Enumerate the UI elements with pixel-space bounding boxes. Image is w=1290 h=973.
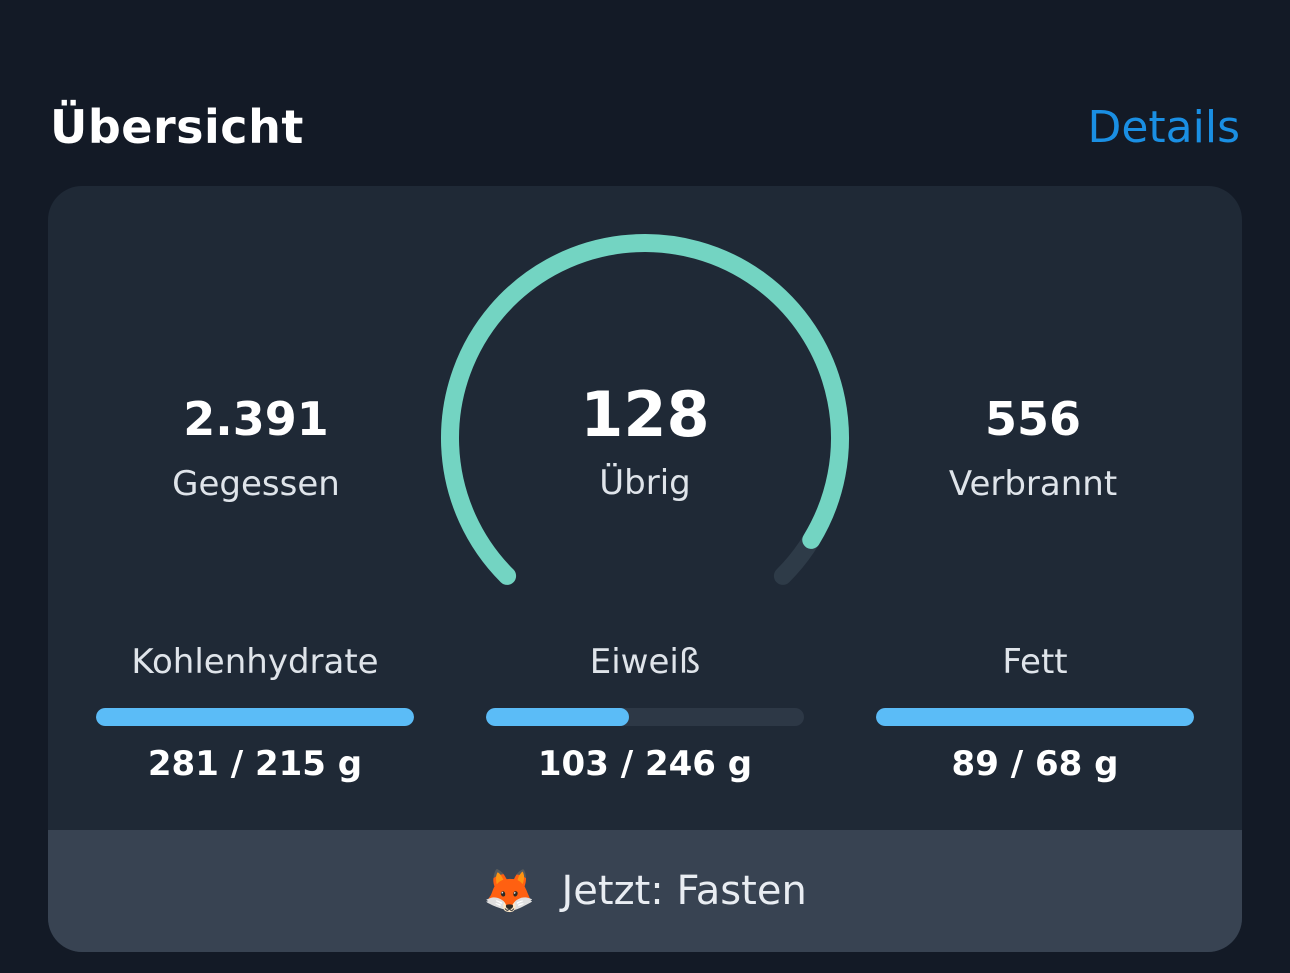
eaten-value: 2.391 — [183, 392, 329, 446]
macro-progress-bar — [486, 708, 804, 726]
section-title: Übersicht — [50, 100, 304, 154]
fasting-status-bar[interactable]: 🦊 Jetzt: Fasten — [48, 830, 1242, 952]
macro-carbs: Kohlenhydrate 281 / 215 g — [96, 642, 414, 784]
macro-progress-fill — [96, 708, 414, 726]
burned-stat: 556 Verbrannt — [873, 392, 1193, 504]
macro-label: Fett — [1002, 642, 1068, 682]
macro-fat: Fett 89 / 68 g — [876, 642, 1194, 784]
fox-icon: 🦊 — [483, 866, 536, 915]
calorie-gauge — [441, 234, 849, 585]
burned-value: 556 — [984, 392, 1082, 446]
remaining-value: 128 — [580, 378, 710, 451]
macro-label: Kohlenhydrate — [131, 642, 379, 682]
overview-card[interactable]: 2.391 Gegessen 128 Übrig 556 Verbrannt K… — [48, 186, 1242, 952]
details-link[interactable]: Details — [1087, 102, 1240, 153]
macro-label: Eiweiß — [589, 642, 701, 682]
eaten-label: Gegessen — [172, 464, 340, 504]
macro-progress-bar — [876, 708, 1194, 726]
macro-progress-bar — [96, 708, 414, 726]
gauge-fill — [441, 234, 849, 585]
macro-progress-fill — [876, 708, 1194, 726]
macro-protein: Eiweiß 103 / 246 g — [486, 642, 804, 784]
remaining-stat: 128 Übrig — [485, 378, 805, 503]
fasting-status-text: Jetzt: Fasten — [561, 868, 807, 914]
macro-value: 103 / 246 g — [537, 744, 753, 784]
macro-value: 281 / 215 g — [147, 744, 363, 784]
eaten-stat: 2.391 Gegessen — [96, 392, 416, 504]
burned-label: Verbrannt — [948, 464, 1118, 504]
remaining-label: Übrig — [599, 463, 691, 503]
macro-value: 89 / 68 g — [951, 744, 1119, 784]
macro-progress-fill — [486, 708, 630, 726]
